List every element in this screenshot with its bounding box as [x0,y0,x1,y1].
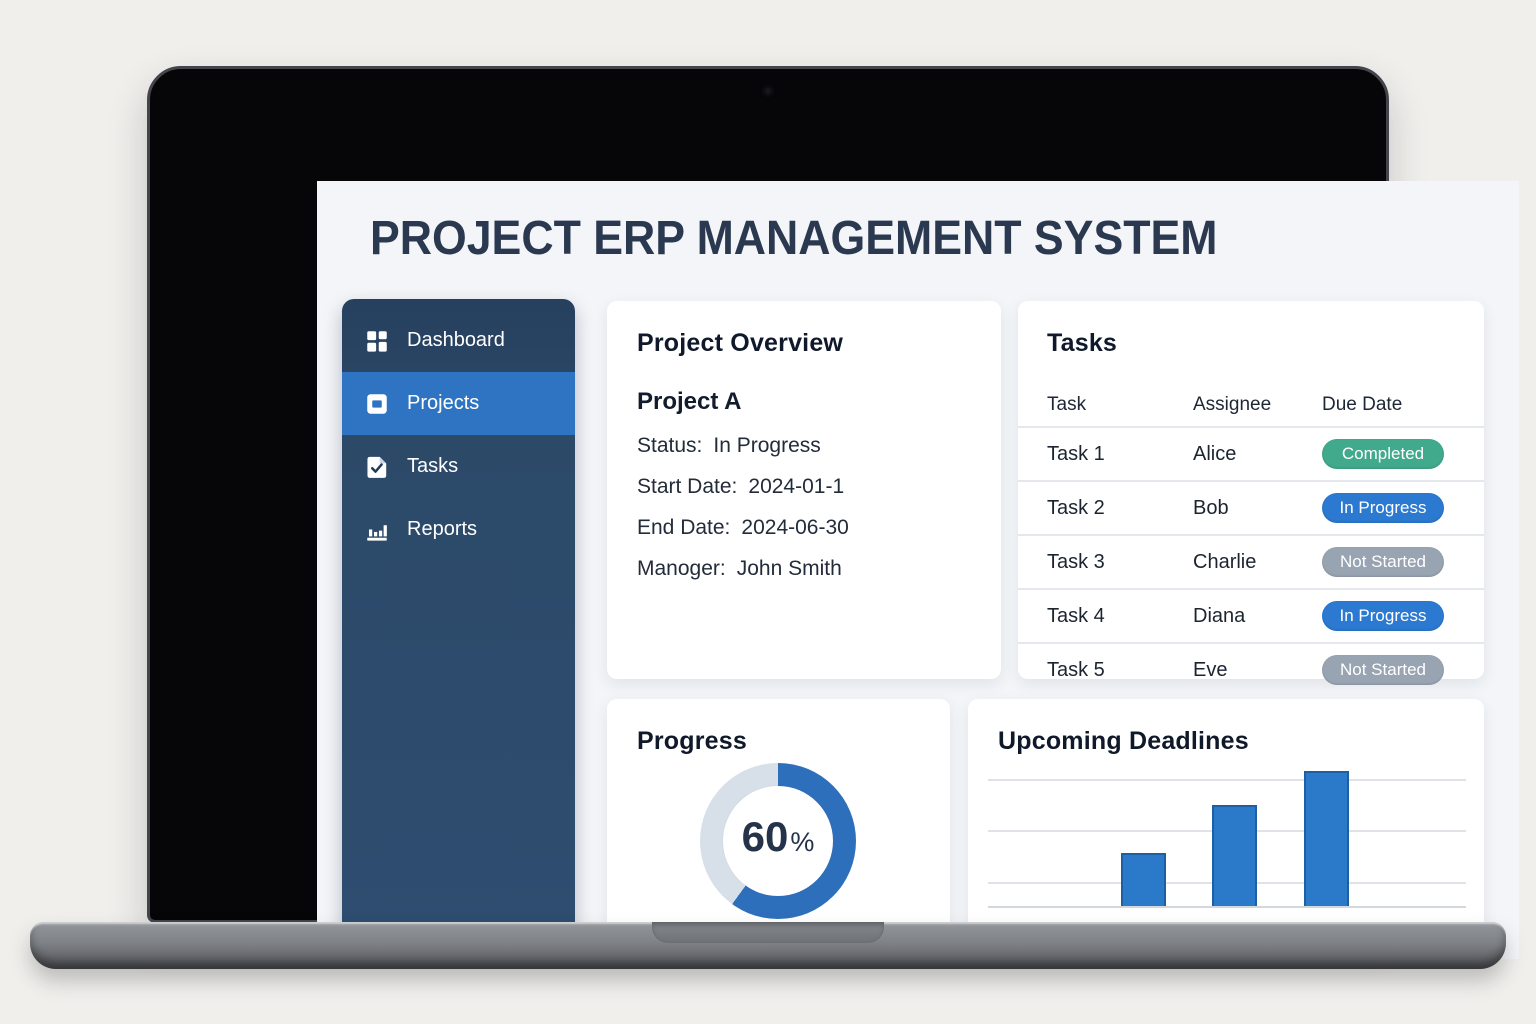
project-overview-card: Project Overview Project A Status: In Pro… [607,301,1001,679]
field-value: 2024-01-1 [748,475,845,499]
assignee-cell: Eve [1193,658,1228,681]
progress-value: 60 [741,813,789,860]
column-header-task: Task [1047,394,1087,415]
card-heading: Progress [637,727,747,755]
table-header: Task Assignee Due Date [1018,384,1484,426]
bar-2 [1212,805,1257,906]
axis-baseline [988,906,1466,908]
upcoming-deadlines-card: Upcoming Deadlines [968,699,1484,935]
column-header-assignee: Assignee [1193,394,1272,415]
field-label: Status: [637,434,703,457]
tasks-card: Tasks Task Assignee Due Date Task 1 Alic… [1018,301,1484,685]
field-value: 2024-06-30 [741,516,849,540]
task-check-icon [367,456,387,478]
assignee-cell: Diana [1193,604,1246,627]
task-cell: Task 2 [1047,496,1105,519]
bar-chart-icon [367,524,387,541]
task-cell: Task 3 [1047,550,1105,573]
deadlines-bar-chart [988,771,1466,908]
task-cell: Task 4 [1047,604,1105,627]
bar-3 [1304,771,1349,906]
project-name: Project A [637,388,742,415]
sidebar-item-reports[interactable]: Reports [342,498,575,561]
progress-unit: % [790,827,815,857]
table-row: Task 2 Bob In Progress [1018,480,1484,534]
sidebar-item-label: Projects [407,392,480,414]
card-heading: Upcoming Deadlines [998,727,1249,755]
page-title: PROJECT ERP MANAGEMENT SYSTEM [370,212,1218,265]
end-date-field: End Date: 2024-06-30 [637,516,971,539]
assignee-cell: Alice [1193,442,1237,465]
manager-field: Manoger: John Smith [637,557,971,580]
card-heading: Tasks [1047,329,1118,357]
task-cell: Task 5 [1047,658,1105,681]
laptop-lid-notch [652,922,884,943]
status-badge: Not Started [1322,547,1444,577]
field-label: Manoger: [637,557,726,581]
sidebar-item-dashboard[interactable]: Dashboard [342,309,575,372]
assignee-cell: Bob [1193,496,1229,519]
status-badge: In Progress [1322,601,1444,631]
sidebar-item-label: Reports [407,518,478,540]
status-badge: In Progress [1322,493,1444,523]
status-badge: Not Started [1322,655,1444,685]
donut-center: 60 % [723,786,833,896]
start-date-field: Start Date: 2024-01-1 [637,475,971,498]
laptop-bezel: PROJECT ERP MANAGEMENT SYSTEM Dashboard [147,66,1519,959]
laptop-base [30,922,1506,969]
sidebar: Dashboard Projects Tasks [342,299,575,939]
field-label: End Date: [637,516,731,540]
status-field: Status: In Progress [637,434,971,457]
grid-icon [367,330,387,352]
table-row: Task 3 Charlie Not Started [1018,534,1484,588]
sidebar-item-label: Dashboard [407,329,505,351]
field-value: In Progress [713,434,821,457]
app-screen: PROJECT ERP MANAGEMENT SYSTEM Dashboard [317,181,1519,959]
sidebar-item-tasks[interactable]: Tasks [342,435,575,498]
projects-folder-icon [367,393,387,414]
progress-donut-chart: 60 % [700,763,856,919]
status-badge: Completed [1322,439,1444,469]
table-row: Task 4 Diana In Progress [1018,588,1484,642]
field-label: Start Date: [637,475,738,499]
bar-1 [1121,853,1166,906]
card-heading: Project Overview [637,329,844,357]
webcam-icon [764,87,772,95]
table-row: Task 5 Eve Not Started [1018,642,1484,696]
sidebar-item-projects[interactable]: Projects [342,372,575,435]
gridline [988,779,1466,781]
field-value: John Smith [736,557,842,581]
progress-card: Progress 60 % [607,699,950,935]
task-cell: Task 1 [1047,442,1105,465]
assignee-cell: Charlie [1193,550,1257,573]
column-header-due-date: Due Date [1322,394,1403,415]
table-row: Task 1 Alice Completed [1018,426,1484,480]
sidebar-item-label: Tasks [407,455,459,477]
